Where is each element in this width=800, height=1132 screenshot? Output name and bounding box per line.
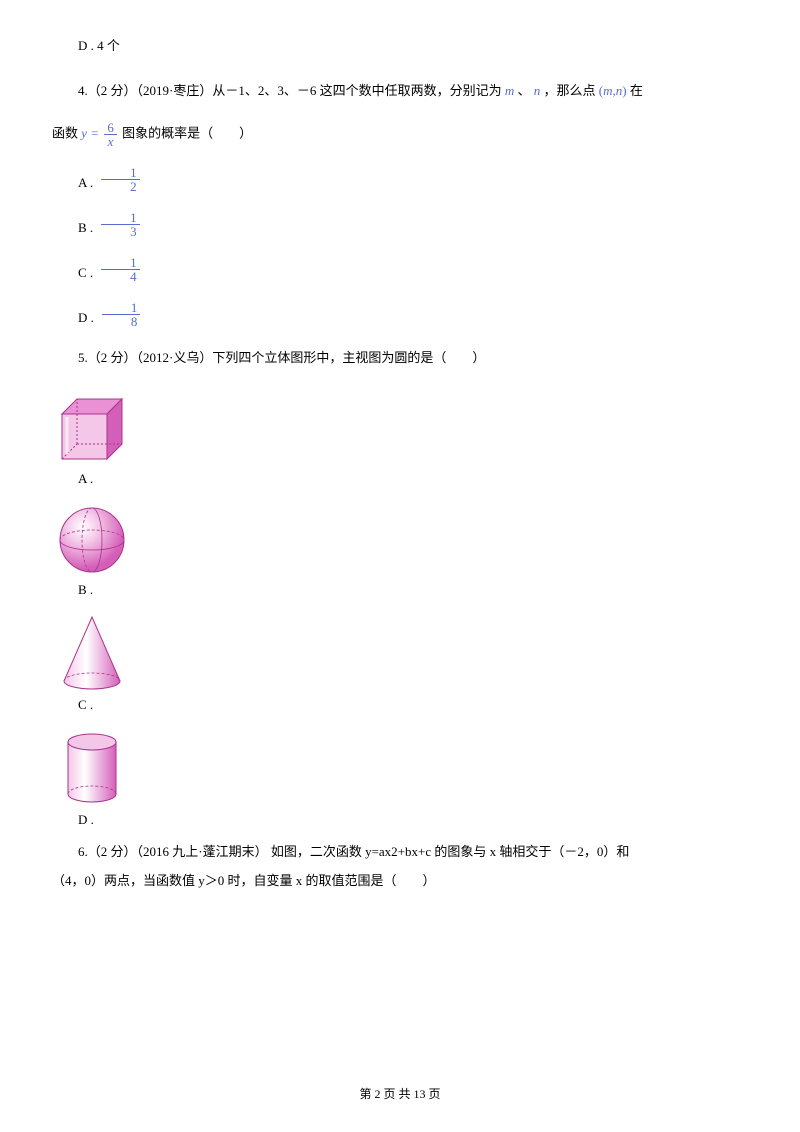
sphere-icon bbox=[52, 500, 132, 580]
q5-opt-c-label: C . bbox=[52, 695, 99, 716]
q5-shape-a-block: A . bbox=[52, 389, 748, 490]
q5-opt-a-label: A . bbox=[52, 469, 99, 490]
q4-option-d[interactable]: D . 1 8 bbox=[52, 301, 748, 328]
q4-opt-d-frac: 1 8 bbox=[102, 301, 141, 328]
var-m: m bbox=[505, 83, 514, 98]
q5-shape-c-block: C . bbox=[52, 611, 748, 716]
point-expr: (m,n) bbox=[599, 83, 630, 98]
cone-icon bbox=[52, 611, 132, 695]
q4-text-1: 4.（2 分）（2019·枣庄）从－1、2、3、－6 这四个数中任取两数，分别记… bbox=[78, 83, 505, 98]
q4-frac-den: x bbox=[104, 134, 117, 148]
question-5-stem: 5.（2 分）（2012·义乌）下列四个立体图形中，主视图为圆的是（ ） bbox=[52, 346, 748, 371]
q4-option-c[interactable]: C . 1 4 bbox=[52, 256, 748, 283]
q4-opt-a-frac: 1 2 bbox=[101, 166, 140, 193]
paren-close: ) bbox=[622, 83, 626, 98]
q4-option-a[interactable]: A . 1 2 bbox=[52, 166, 748, 193]
page-footer: 第 2 页 共 13 页 bbox=[0, 1085, 800, 1104]
prev-option-d: D . 4 个 bbox=[52, 36, 748, 57]
q4-opt-b-label: B . bbox=[52, 218, 93, 239]
q5-opt-b-label: B . bbox=[52, 580, 99, 601]
q5-shape-d-block: D . bbox=[52, 726, 748, 831]
point-m: m bbox=[603, 83, 612, 98]
q4-sep1: 、 bbox=[517, 83, 533, 98]
q4-tail: 在 bbox=[630, 83, 643, 98]
q5-option-d[interactable]: D . bbox=[52, 810, 748, 831]
q4-opt-c-frac: 1 4 bbox=[101, 256, 140, 283]
q4-frac-num: 6 bbox=[104, 121, 117, 134]
q4-opt-d-label: D . bbox=[52, 308, 94, 329]
question-6-line2: （4，0）两点，当函数值 y＞0 时，自变量 x 的取值范围是（ ） bbox=[52, 869, 748, 894]
q4-yeq: y = bbox=[81, 126, 99, 141]
q4-opt-c-label: C . bbox=[52, 263, 93, 284]
q5-option-b[interactable]: B . bbox=[52, 580, 748, 601]
q5-opt-d-label: D . bbox=[52, 810, 100, 831]
q4-opt-b-frac: 1 3 bbox=[101, 211, 140, 238]
q4-option-b[interactable]: B . 1 3 bbox=[52, 211, 748, 238]
cylinder-icon bbox=[52, 726, 132, 810]
question-4-stem: 4.（2 分）（2019·枣庄）从－1、2、3、－6 这四个数中任取两数，分别记… bbox=[52, 79, 748, 104]
q4-fraction: 6 x bbox=[104, 121, 117, 148]
q5-option-a[interactable]: A . bbox=[52, 469, 748, 490]
q4-opt-a-label: A . bbox=[52, 173, 93, 194]
cube-icon bbox=[52, 389, 132, 469]
question-4-stem-line2: 函数 y = 6 x 图象的概率是（ ） bbox=[52, 121, 748, 148]
q4-l2-pre: 函数 bbox=[52, 126, 81, 141]
var-n: n bbox=[534, 83, 541, 98]
q4-mid: ，那么点 bbox=[544, 83, 599, 98]
q5-option-c[interactable]: C . bbox=[52, 695, 748, 716]
q5-shape-b-block: B . bbox=[52, 500, 748, 601]
q4-l2-post: 图象的概率是（ ） bbox=[122, 126, 252, 141]
question-6-line1: 6.（2 分）（2016 九上·蓬江期末） 如图，二次函数 y=ax2+bx+c… bbox=[52, 840, 748, 865]
